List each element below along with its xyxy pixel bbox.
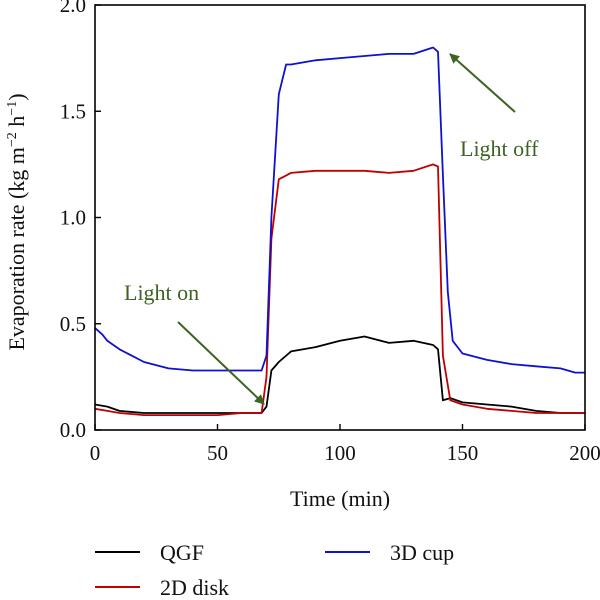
- legend: QGF 2D disk 3D cup: [95, 540, 454, 600]
- y-axis-label-mid: h: [4, 116, 29, 133]
- x-tick-label: 150: [447, 441, 479, 465]
- y-tick-label: 2.0: [60, 0, 86, 17]
- y-tick-label: 0.0: [60, 418, 86, 442]
- series-line-2d-disk: [95, 163, 585, 417]
- light-off-arrow: [449, 53, 516, 113]
- y-axis-label-suffix: ): [4, 93, 29, 100]
- light-off-annotation: Light off: [460, 136, 539, 161]
- y-axis-label-sup1: −2: [5, 132, 20, 147]
- x-tick-label: 100: [324, 441, 356, 465]
- y-tick-label: 1.5: [60, 99, 86, 123]
- tick-layer: 0 50 100 150 200 0.0 0.5 1.0 1.5 2.0: [60, 0, 600, 465]
- x-tick-label: 50: [207, 441, 228, 465]
- series-line-qgf: [95, 335, 585, 414]
- light-on-arrow: [177, 321, 265, 405]
- legend-label-qgf: QGF: [160, 540, 204, 565]
- legend-label-3d-cup: 3D cup: [390, 540, 454, 565]
- y-tick-label: 0.5: [60, 312, 86, 336]
- series-layer: [95, 46, 585, 417]
- x-tick-label: 0: [90, 441, 101, 465]
- y-axis-label-prefix: Evaporation rate (kg m: [4, 147, 29, 350]
- plot-frame: [94, 4, 586, 431]
- y-axis-label-sup2: −1: [5, 101, 20, 116]
- legend-label-2d-disk: 2D disk: [160, 575, 229, 600]
- x-axis-label: Time (min): [290, 486, 390, 511]
- x-tick-label: 200: [569, 441, 600, 465]
- series-line-3d-cup: [95, 46, 585, 374]
- y-tick-label: 1.0: [60, 206, 86, 230]
- y-axis-label: Evaporation rate (kg m−2 h−1): [4, 93, 29, 350]
- light-on-annotation: Light on: [124, 280, 199, 305]
